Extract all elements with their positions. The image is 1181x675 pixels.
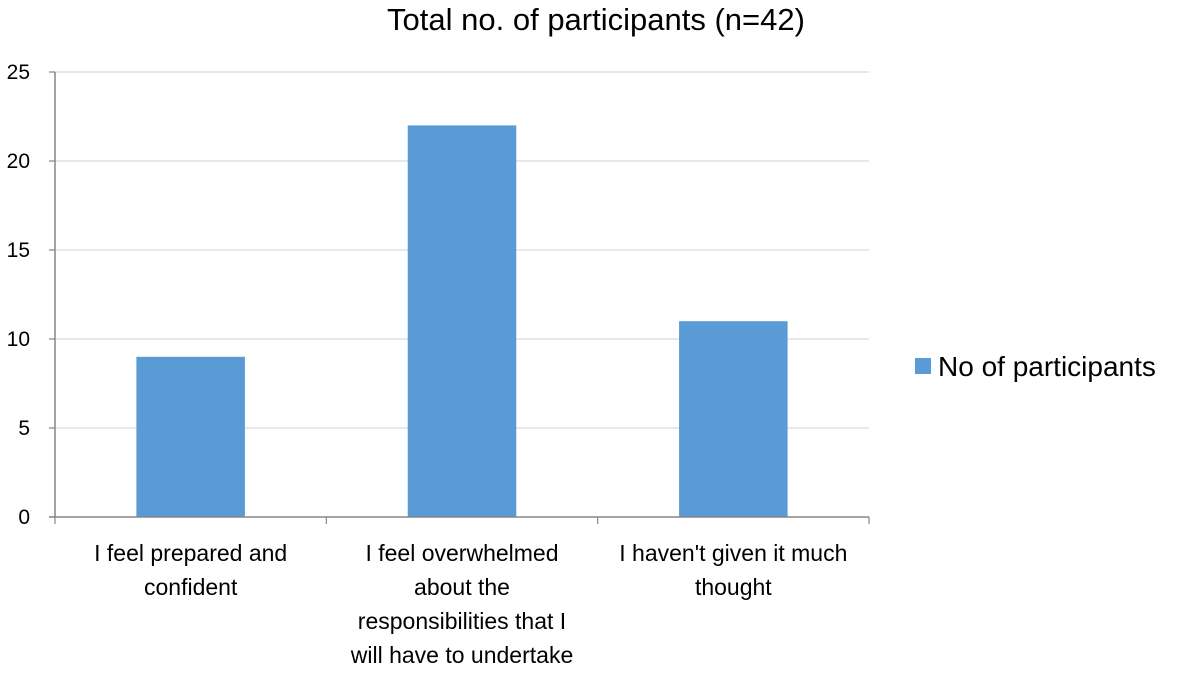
bar-3: [679, 321, 788, 517]
y-tick-labels: 0 5 10 15 20 25: [7, 61, 30, 529]
x-category-label-line: about the: [414, 574, 510, 600]
bars: [136, 125, 788, 518]
bar-2: [407, 125, 517, 518]
x-category-label-line: responsibilities that I: [358, 608, 566, 634]
y-tick-label: 10: [7, 328, 30, 351]
x-category-label-line: will have to undertake: [350, 642, 573, 668]
legend: No of participants: [915, 351, 1156, 382]
y-tick-label: 25: [7, 61, 30, 84]
x-category-label: I feel prepared and confident: [94, 540, 287, 600]
x-category-label-line: I feel overwhelmed: [365, 540, 558, 566]
x-category-label: I feel overwhelmed about the responsibilit…: [350, 540, 573, 668]
legend-swatch: [915, 358, 931, 374]
legend-label: No of participants: [938, 351, 1156, 382]
x-category-label-line: I feel prepared and: [94, 540, 287, 566]
x-category-labels: I feel prepared and confident I feel overw…: [94, 540, 847, 668]
x-category-label-line: thought: [695, 574, 772, 600]
axes: [49, 71, 870, 524]
chart-title: Total no. of participants (n=42): [387, 2, 805, 37]
y-tick-label: 20: [7, 150, 30, 173]
x-category-label-line: I haven't given it much: [619, 540, 847, 566]
y-tick-label: 15: [7, 239, 30, 262]
bar-1: [136, 356, 245, 517]
x-category-label: I haven't given it much thought: [619, 540, 847, 600]
y-tick-label: 0: [18, 506, 30, 529]
x-category-label-line: confident: [144, 574, 238, 600]
y-tick-label: 5: [18, 417, 30, 440]
